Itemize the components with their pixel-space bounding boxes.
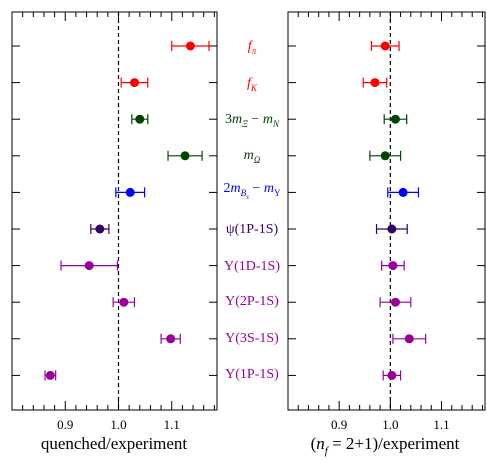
left-panel-frame [11,11,218,411]
right-tick-labels: 0.9 1.0 1.1 [331,417,450,432]
right-axis-ticks [287,12,485,410]
row-labels: fπ fK 3mΞ − mN mΩ 2mBs − mΥ ψ(1P-1S) Υ(1… [224,39,281,382]
data-point [125,187,135,197]
row-label-bs-upsilon: 2mBs − mΥ [224,181,281,201]
row-label-xi-n: 3mΞ − mN [225,112,280,129]
data-point [404,334,414,344]
left-tick-labels: 0.9 1.0 1.1 [57,417,180,432]
row-label-fpi: fπ [248,39,257,56]
data-point [380,41,390,51]
x-tick-label: 1.1 [433,417,449,432]
left-x-axis-label: quenched/experiment [41,434,188,453]
data-point [95,224,105,234]
row-label-upsilon-1d1s: Υ(1D-1S) [224,259,280,274]
data-point [185,41,195,51]
data-point [388,261,398,271]
x-tick-label: 0.9 [57,417,73,432]
right-x-axis-label: (nf = 2+1)/experiment [311,434,460,457]
data-point [387,224,397,234]
x-tick-label: 0.9 [331,417,347,432]
row-label-psi-1p1s: ψ(1P-1S) [226,222,279,237]
data-point [45,370,55,380]
data-point [166,334,176,344]
x-tick-label: 1.0 [110,417,126,432]
data-point [387,370,397,380]
x-tick-label: 1.0 [382,417,398,432]
data-point [119,297,129,307]
data-point [135,114,145,124]
row-label-fk: fK [247,76,258,93]
left-axis-ticks [11,12,217,410]
right-data-points [362,41,427,381]
data-point [84,261,94,271]
data-point [129,78,139,88]
row-label-upsilon-1p1s: Υ(1P-1S) [225,367,279,382]
row-label-upsilon-3s1s: Υ(3S-1S) [225,331,279,346]
data-point [370,78,380,88]
data-point [180,151,190,161]
right-panel-frame [287,11,486,411]
data-point [390,297,400,307]
left-data-points [44,41,210,381]
data-point [380,151,390,161]
row-label-omega: mΩ [244,148,261,165]
x-tick-label: 1.1 [164,417,180,432]
data-point [398,187,408,197]
row-label-upsilon-2p1s: Υ(2P-1S) [225,294,279,309]
data-point [390,114,400,124]
